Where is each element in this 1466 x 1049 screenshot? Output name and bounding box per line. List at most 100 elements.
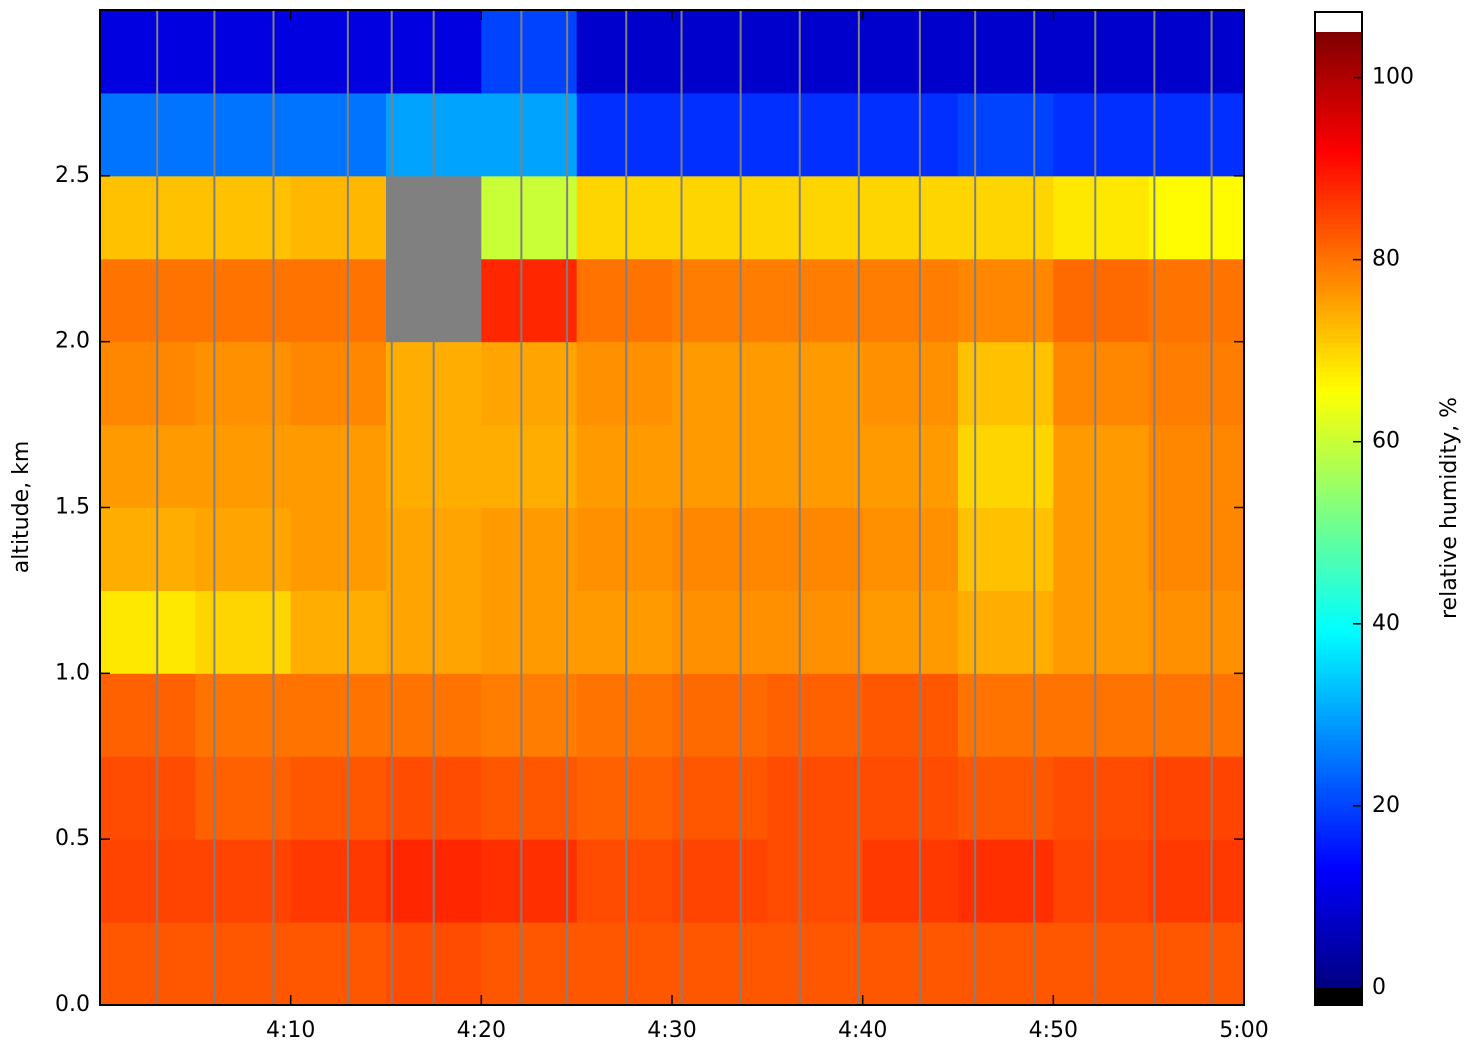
heat-cell bbox=[481, 92, 578, 177]
heat-cell bbox=[195, 424, 292, 508]
colorbar-segment bbox=[1315, 557, 1362, 564]
colorbar-segment bbox=[1315, 543, 1362, 549]
colorbar-segment bbox=[1315, 204, 1362, 210]
colorbar-segment bbox=[1315, 758, 1362, 764]
colorbar-segment bbox=[1315, 227, 1362, 234]
heat-cell bbox=[195, 341, 292, 426]
colorbar-segment bbox=[1315, 648, 1362, 654]
colorbar-segment bbox=[1315, 213, 1362, 220]
heat-cell bbox=[958, 673, 1054, 757]
colorbar-segment bbox=[1315, 533, 1362, 540]
colorbar-segment bbox=[1315, 772, 1362, 779]
heat-cell bbox=[576, 175, 673, 260]
colorbar-segment bbox=[1315, 749, 1362, 755]
heat-cell bbox=[862, 92, 959, 177]
colorbar-segment bbox=[1315, 189, 1362, 196]
heat-cell bbox=[481, 175, 578, 260]
heat-cell bbox=[481, 756, 578, 840]
heat-cell bbox=[100, 175, 196, 260]
colorbar-segment bbox=[1315, 610, 1362, 616]
colorbar-segment bbox=[1315, 983, 1362, 989]
colorbar-segment bbox=[1315, 510, 1362, 516]
colorbar-segment bbox=[1315, 930, 1362, 937]
colorbar-tick-label: 0 bbox=[1372, 975, 1386, 1000]
colorbar-segment bbox=[1315, 247, 1362, 253]
y-tick-label: 1.0 bbox=[55, 660, 90, 685]
heat-cell bbox=[576, 258, 673, 343]
heat-cell bbox=[481, 341, 578, 426]
heat-cell bbox=[576, 839, 673, 923]
heat-cell bbox=[576, 756, 673, 840]
heat-cell bbox=[672, 92, 768, 177]
colorbar-segment bbox=[1315, 409, 1362, 415]
heat-cell bbox=[767, 175, 864, 260]
colorbar-segment bbox=[1315, 658, 1362, 664]
heat-cell bbox=[576, 10, 673, 94]
colorbar-label: relative humidity, % bbox=[1437, 397, 1462, 619]
colorbar-segment bbox=[1315, 849, 1362, 855]
colorbar-segment bbox=[1315, 586, 1362, 592]
x-tick-label: 4:20 bbox=[457, 1018, 506, 1043]
colorbar-segment bbox=[1315, 146, 1362, 153]
colorbar-segment bbox=[1315, 132, 1362, 138]
colorbar-segment bbox=[1315, 275, 1362, 282]
heat-cell bbox=[100, 507, 196, 591]
heat-cell bbox=[290, 756, 387, 840]
colorbar-segment bbox=[1315, 36, 1362, 43]
heat-cell bbox=[100, 341, 196, 426]
heat-cell bbox=[195, 258, 292, 343]
colorbar-segment bbox=[1315, 46, 1362, 52]
colorbar-segment bbox=[1315, 98, 1362, 105]
colorbar-segment bbox=[1315, 180, 1362, 186]
heat-cell bbox=[1148, 10, 1244, 94]
heat-cell bbox=[862, 756, 959, 840]
colorbar-segment bbox=[1315, 94, 1362, 100]
colorbar-segment bbox=[1315, 911, 1362, 917]
colorbar-segment bbox=[1315, 304, 1362, 310]
colorbar-segment bbox=[1315, 720, 1362, 726]
colorbar-segment bbox=[1315, 108, 1362, 114]
heat-cell bbox=[576, 673, 673, 757]
colorbar-segment bbox=[1315, 839, 1362, 846]
colorbar-segment bbox=[1315, 844, 1362, 850]
heat-cell bbox=[576, 92, 673, 177]
colorbar-segment bbox=[1315, 70, 1362, 76]
heat-cell bbox=[1053, 507, 1150, 591]
colorbar-under bbox=[1315, 988, 1362, 1005]
heat-cell bbox=[767, 756, 864, 840]
colorbar-segment bbox=[1315, 433, 1362, 439]
heat-cell bbox=[1148, 258, 1244, 343]
colorbar-tick-label: 20 bbox=[1372, 793, 1400, 818]
heat-cell bbox=[481, 673, 578, 757]
heat-cell bbox=[958, 507, 1054, 591]
heat-cell bbox=[958, 341, 1054, 426]
heat-cell bbox=[195, 92, 292, 177]
heat-cell bbox=[767, 839, 864, 923]
colorbar-segment bbox=[1315, 122, 1362, 129]
colorbar-segment bbox=[1315, 782, 1362, 788]
colorbar-segment bbox=[1315, 118, 1362, 124]
colorbar-segment bbox=[1315, 423, 1362, 430]
heat-cell bbox=[576, 507, 673, 591]
colorbar-segment bbox=[1315, 935, 1362, 941]
heat-cell bbox=[672, 756, 768, 840]
colorbar-segment bbox=[1315, 290, 1362, 296]
colorbar-segment bbox=[1315, 973, 1362, 980]
colorbar-segment bbox=[1315, 208, 1362, 215]
heat-cell bbox=[767, 258, 864, 343]
colorbar-segment bbox=[1315, 280, 1362, 286]
colorbar-segment bbox=[1315, 768, 1362, 774]
heat-cell bbox=[958, 590, 1054, 674]
heat-cell bbox=[958, 175, 1054, 260]
colorbar-segment bbox=[1315, 395, 1362, 401]
colorbar-segment bbox=[1315, 868, 1362, 874]
colorbar-segment bbox=[1315, 309, 1362, 315]
heat-cell bbox=[290, 673, 387, 757]
heat-cell bbox=[1148, 341, 1244, 426]
colorbar-segment bbox=[1315, 901, 1362, 908]
colorbar-segment bbox=[1315, 567, 1362, 573]
heat-cell bbox=[576, 341, 673, 426]
heat-cell bbox=[1148, 756, 1244, 840]
heat-cell bbox=[862, 673, 959, 757]
